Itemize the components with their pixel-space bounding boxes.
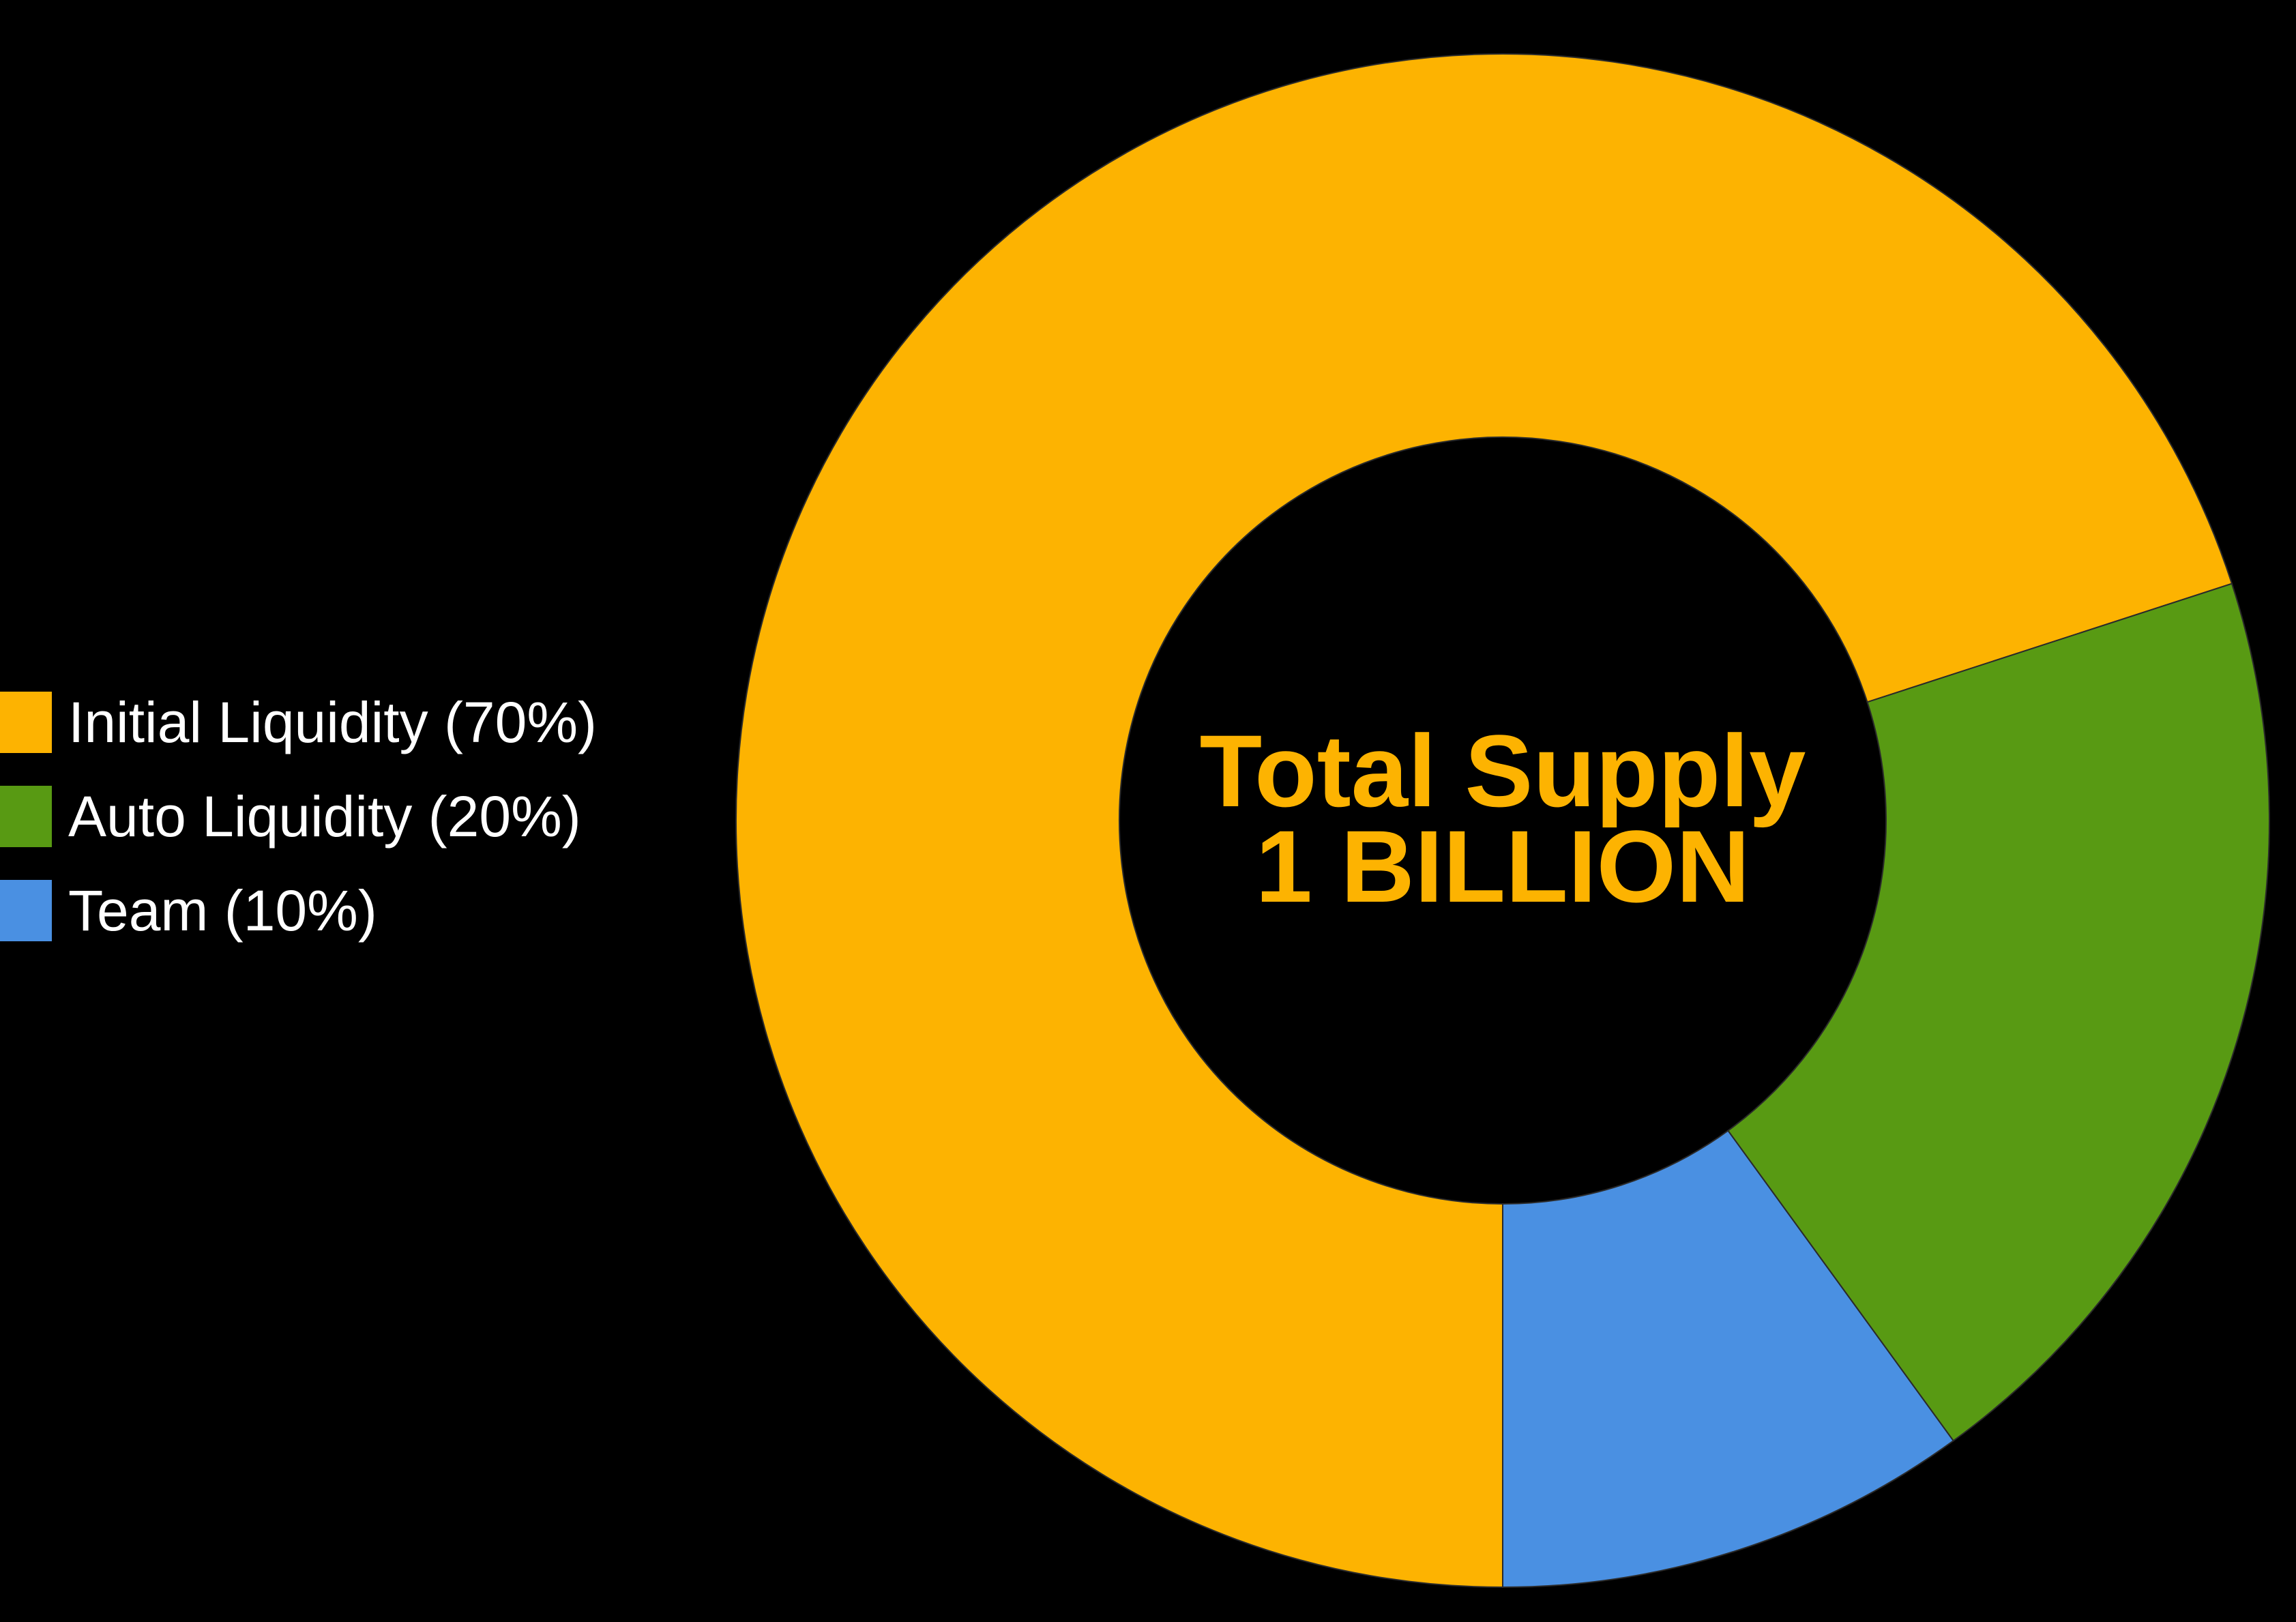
legend-item-initial-liquidity: Initial Liquidity (70%) — [0, 675, 597, 769]
center-label-title: Total Supply — [1199, 713, 1806, 828]
legend-label-initial-liquidity: Initial Liquidity (70%) — [68, 690, 598, 754]
legend-swatch-initial-liquidity — [0, 692, 52, 753]
slice-auto-liquidity — [1726, 583, 2270, 1442]
chart-legend: Initial Liquidity (70%) Auto Liquidity (… — [0, 675, 597, 958]
legend-swatch-auto-liquidity — [0, 786, 52, 847]
legend-label-team: Team (10%) — [68, 879, 377, 943]
donut-slices — [735, 53, 2270, 1589]
slice-team — [1502, 1130, 1955, 1589]
legend-label-auto-liquidity: Auto Liquidity (20%) — [68, 784, 581, 849]
center-label-value: 1 BILLION — [1255, 809, 1750, 924]
legend-swatch-team — [0, 880, 52, 941]
center-label: Total Supply 1 BILLION — [1093, 713, 1912, 924]
legend-item-auto-liquidity: Auto Liquidity (20%) — [0, 769, 597, 864]
legend-item-team: Team (10%) — [0, 864, 597, 958]
slice-initial-liquidity — [735, 53, 2233, 1589]
